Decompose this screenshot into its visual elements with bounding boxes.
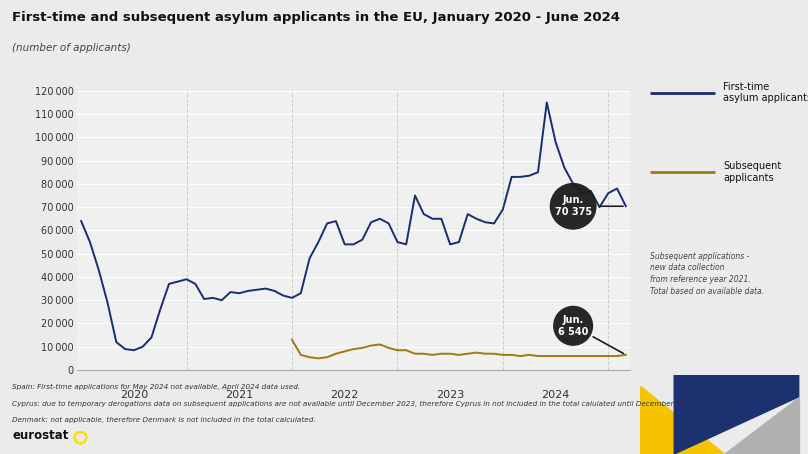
- Text: Denmark: not applicable, therefore Denmark is not included in the total calculat: Denmark: not applicable, therefore Denma…: [12, 417, 316, 423]
- Text: 2022: 2022: [330, 390, 359, 400]
- Text: 2020: 2020: [120, 390, 148, 400]
- Text: Jun.
6 540: Jun. 6 540: [558, 315, 624, 354]
- Text: eurostat: eurostat: [12, 429, 69, 442]
- Polygon shape: [724, 397, 798, 454]
- Text: Subsequent
applicants: Subsequent applicants: [723, 161, 781, 183]
- Text: 2023: 2023: [436, 390, 465, 400]
- Polygon shape: [674, 375, 798, 454]
- Text: Cyprus: due to temporary derogations data on subsequent applications are not ava: Cyprus: due to temporary derogations dat…: [12, 400, 696, 406]
- Text: First-time and subsequent asylum applicants in the EU, January 2020 - June 2024: First-time and subsequent asylum applica…: [12, 11, 620, 25]
- Text: Spain: First-time applications for May 2024 not available, April 2024 data used.: Spain: First-time applications for May 2…: [12, 384, 301, 390]
- Text: First-time
asylum applicants: First-time asylum applicants: [723, 82, 808, 104]
- Text: Subsequent applications -
new data collection
from reference year 2021.
Total ba: Subsequent applications - new data colle…: [650, 252, 764, 296]
- Text: 2021: 2021: [225, 390, 254, 400]
- Text: Jun.
70 375: Jun. 70 375: [554, 196, 623, 217]
- Text: (number of applicants): (number of applicants): [12, 43, 131, 53]
- Text: 2024: 2024: [541, 390, 570, 400]
- Polygon shape: [641, 386, 724, 454]
